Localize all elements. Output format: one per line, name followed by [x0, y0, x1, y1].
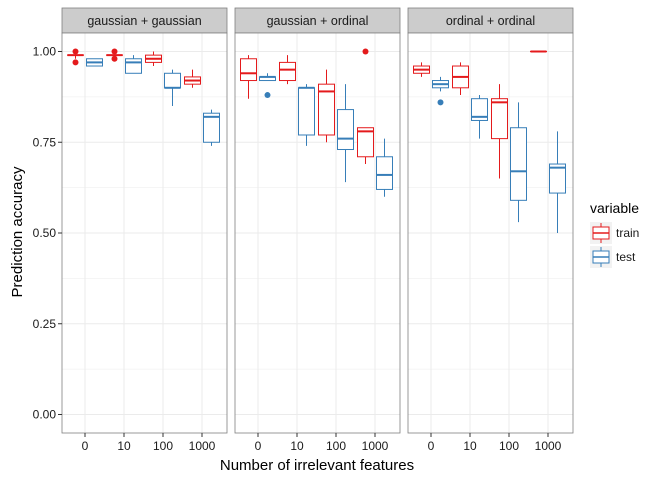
- box-body: [279, 61, 296, 82]
- y-tick-label: 0.50: [33, 226, 57, 240]
- box-train: [452, 62, 469, 96]
- x-tick-label: 100: [153, 439, 173, 453]
- facet-label: ordinal + ordinal: [446, 14, 535, 28]
- legend-entry-label: train: [616, 226, 639, 240]
- x-axis-title: Number of irrelevant features: [220, 457, 414, 474]
- y-tick-label: 0.00: [33, 408, 57, 422]
- box-body: [376, 156, 393, 190]
- y-axis: 0.00 0.25 0.50 0.75 1.00: [33, 45, 62, 422]
- x-tick-label: 100: [326, 439, 346, 453]
- outlier-point: [111, 48, 118, 55]
- facet-label: gaussian + ordinal: [267, 14, 369, 28]
- box-test: [298, 84, 315, 146]
- box-test: [549, 131, 566, 233]
- box-body: [125, 58, 142, 74]
- x-axis: 0 10 100 1000: [82, 433, 216, 453]
- legend-entry-label: test: [616, 250, 636, 264]
- box-body: [357, 127, 374, 158]
- legend-title: variable: [590, 200, 639, 216]
- x-tick-label: 0: [82, 439, 89, 453]
- box-train: [240, 55, 257, 99]
- facet-panel: ordinal + ordinal 0 10 100 1000: [407, 7, 574, 453]
- box-train: [491, 84, 508, 179]
- panel-border: [234, 32, 401, 434]
- facet-label: gaussian + gaussian: [87, 14, 201, 28]
- box-train: [318, 69, 335, 143]
- outlier-point: [72, 48, 79, 55]
- x-tick-label: 10: [117, 439, 131, 453]
- box-test: [376, 138, 393, 197]
- x-tick-label: 0: [255, 439, 262, 453]
- facet-strip: [407, 7, 574, 34]
- legend-entry-test: test: [590, 246, 636, 268]
- box-test: [471, 95, 488, 139]
- box-body: [164, 72, 181, 89]
- box-test: [259, 73, 276, 99]
- box-test: [337, 84, 354, 183]
- x-tick-label: 0: [428, 439, 435, 453]
- x-axis: 0 10 100 1000: [255, 433, 389, 453]
- panel-border: [407, 32, 574, 434]
- facet-panel: gaussian + gaussian 0 10 100 1000: [61, 7, 228, 453]
- box-test: [510, 102, 527, 223]
- y-tick-label: 1.00: [33, 45, 57, 59]
- x-axis: 0 10 100 1000: [428, 433, 562, 453]
- box-body: [203, 112, 220, 143]
- box-body: [471, 98, 488, 121]
- box-test: [125, 55, 142, 74]
- box-test: [203, 109, 220, 146]
- facet-panel: gaussian + ordinal 0 10 100 1000: [234, 7, 401, 453]
- y-tick-label: 0.25: [33, 317, 57, 331]
- facet-strip: [61, 7, 228, 34]
- box-body: [240, 58, 257, 82]
- box-body: [491, 98, 508, 140]
- x-tick-label: 1000: [535, 439, 562, 453]
- box-train: [413, 62, 430, 77]
- legend-entries: train test: [590, 222, 639, 268]
- box-test: [432, 76, 449, 106]
- box-test: [164, 69, 181, 106]
- outlier-point: [437, 99, 444, 106]
- x-tick-label: 100: [499, 439, 519, 453]
- box-body: [337, 109, 354, 151]
- x-tick-label: 10: [290, 439, 304, 453]
- y-tick-label: 0.75: [33, 135, 57, 149]
- gridlines: [408, 33, 573, 433]
- box-body: [298, 87, 315, 136]
- box-test: [86, 58, 103, 67]
- facet-strip: [234, 7, 401, 34]
- x-tick-label: 1000: [189, 439, 216, 453]
- box-body: [549, 163, 566, 194]
- outlier-point: [264, 92, 271, 99]
- outlier-point: [111, 55, 118, 62]
- legend-entry-train: train: [590, 222, 639, 244]
- box-train: [357, 48, 374, 165]
- outlier-point: [72, 59, 79, 66]
- box-train: [106, 48, 123, 62]
- y-axis-title: Prediction accuracy: [9, 166, 26, 297]
- gridlines: [62, 33, 227, 433]
- box-train: [145, 51, 162, 67]
- box-train: [67, 48, 84, 66]
- box-body: [510, 127, 527, 201]
- box-train: [184, 69, 201, 88]
- box-body: [318, 83, 335, 136]
- x-tick-label: 10: [463, 439, 477, 453]
- gridlines: [235, 33, 400, 433]
- box-train: [279, 55, 296, 85]
- x-tick-label: 1000: [362, 439, 389, 453]
- legend: variable train test: [590, 200, 639, 268]
- outlier-point: [362, 48, 369, 55]
